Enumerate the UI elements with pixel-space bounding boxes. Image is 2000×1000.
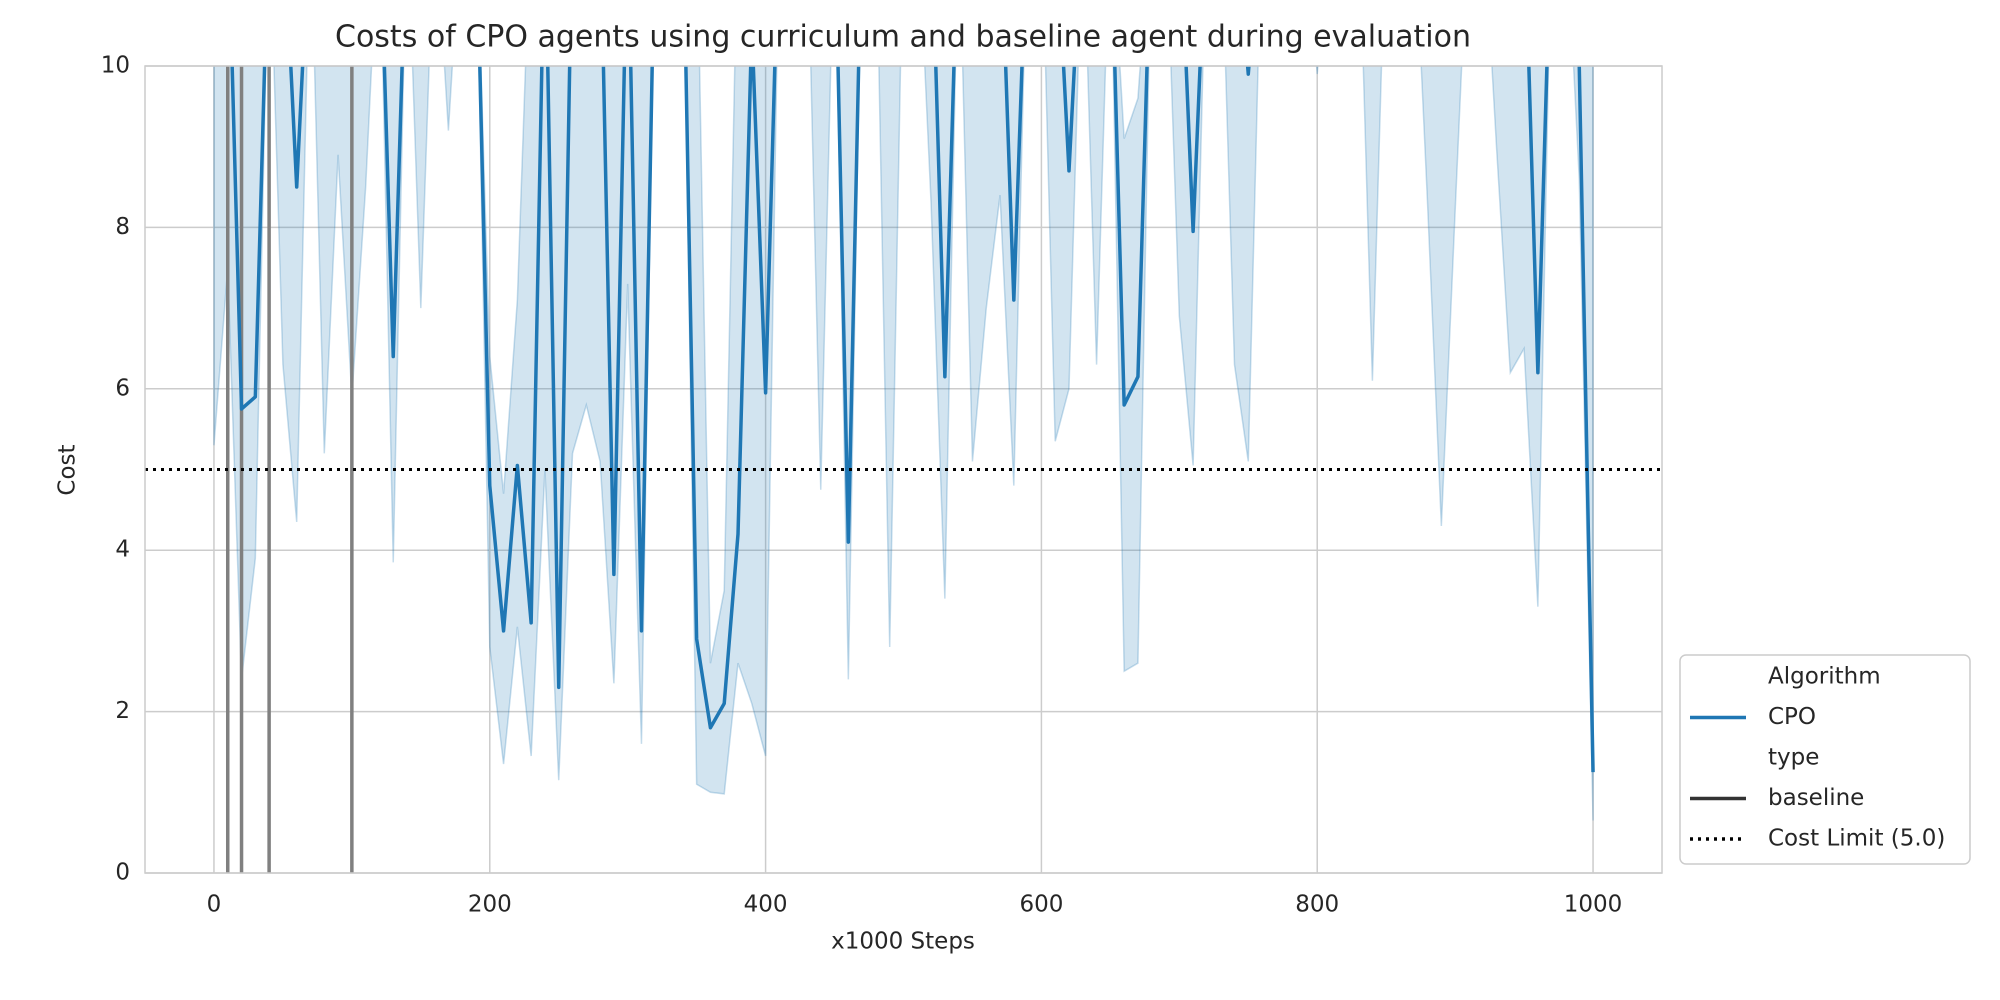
chart-title: Costs of CPO agents using curriculum and…: [335, 20, 1471, 55]
legend-label: Cost Limit (5.0): [1768, 826, 1945, 852]
x-axis-label: x1000 Steps: [831, 929, 975, 955]
legend: Algorithm CPO type baseline Cost Limit (5.0): [1679, 654, 1971, 865]
x-tick-label: 800: [1295, 892, 1339, 918]
legend-title: type: [1768, 745, 1819, 771]
y-tick-label: 10: [101, 53, 130, 79]
x-tick-label: 600: [1019, 892, 1063, 918]
y-axis-label: Cost: [55, 444, 81, 495]
y-tick-label: 6: [115, 375, 130, 401]
plot-frame: [144, 65, 1663, 874]
x-tick-label: 400: [744, 892, 788, 918]
legend-label: CPO: [1768, 704, 1816, 730]
x-tick-label: 1000: [1564, 892, 1623, 918]
y-tick-label: 4: [115, 537, 130, 563]
y-tick-label: 8: [115, 214, 130, 240]
y-tick-label: 2: [115, 698, 130, 724]
x-tick-label: 200: [468, 892, 512, 918]
y-tick-label: 0: [115, 860, 130, 886]
plot-area: [145, 66, 1662, 873]
legend-box: [1679, 654, 1971, 865]
legend-label: baseline: [1768, 785, 1864, 811]
legend-title: Algorithm: [1768, 664, 1881, 690]
x-tick-label: 0: [207, 892, 222, 918]
